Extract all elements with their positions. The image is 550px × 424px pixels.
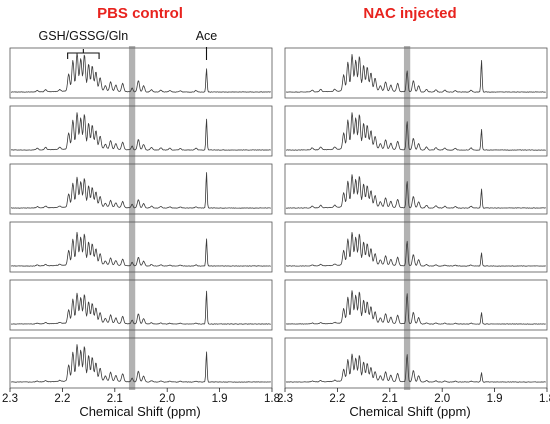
spectrum-trace bbox=[286, 112, 546, 151]
x-tick-label: 1.9 bbox=[487, 393, 503, 405]
spectrum-frame bbox=[9, 279, 273, 331]
annotation-bracket bbox=[67, 49, 100, 59]
spectrum-trace bbox=[285, 290, 546, 325]
highlight-band bbox=[403, 46, 411, 390]
x-axis-title-left: Chemical Shift (ppm) bbox=[79, 404, 200, 419]
spectrum-frame bbox=[284, 163, 548, 215]
x-tick-label: 1.8 bbox=[264, 393, 280, 405]
spectrum-frame bbox=[284, 47, 548, 99]
x-tick-label: 2.2 bbox=[54, 393, 70, 405]
x-tick-label: 2.1 bbox=[382, 393, 398, 405]
x-tick-label: 2.2 bbox=[329, 393, 345, 405]
x-tick-label: 2.3 bbox=[277, 393, 293, 405]
spectrum-frame bbox=[284, 221, 548, 273]
annotation-label: Ace bbox=[196, 29, 218, 43]
spectrum-frame bbox=[284, 337, 548, 389]
spectrum-trace bbox=[10, 172, 271, 209]
x-axis-title-right: Chemical Shift (ppm) bbox=[349, 404, 470, 419]
x-tick-label: 1.9 bbox=[212, 393, 228, 405]
spectrum-frame bbox=[9, 105, 273, 157]
x-tick-label: 1.8 bbox=[539, 393, 550, 405]
highlight-band bbox=[128, 46, 136, 390]
spectrum-trace bbox=[10, 112, 271, 151]
spectrum-trace bbox=[10, 231, 271, 267]
annotation-label: GSH/GSSG/Gln bbox=[39, 29, 129, 43]
spectrum-trace bbox=[285, 54, 546, 93]
spectrum-frame bbox=[9, 163, 273, 215]
spectrum-trace bbox=[10, 344, 271, 383]
x-tick-label: 2.1 bbox=[107, 393, 123, 405]
spectrum-frame bbox=[284, 279, 548, 331]
spectrum-trace bbox=[285, 174, 546, 209]
panel-nac-injected: NAC injected 2.3 2.2 2.1 2.0 1.9 1.8 bbox=[277, 5, 550, 405]
spectrum-trace bbox=[285, 231, 546, 267]
spectrum-trace bbox=[10, 290, 271, 325]
spectrum-frame bbox=[284, 105, 548, 157]
x-tick-label: 2.0 bbox=[159, 393, 175, 405]
spectrum-frame bbox=[9, 337, 273, 389]
panel-pbs-control: PBS control 2.3 2.2 2.1 2.0 1.9 1.8 GSH/GSSG/G… bbox=[2, 5, 280, 405]
panel-title-nac-injected: NAC injected bbox=[363, 5, 456, 22]
spectrum-trace bbox=[10, 52, 271, 93]
x-tick-label: 2.0 bbox=[434, 393, 450, 405]
panel-title-pbs-control: PBS control bbox=[97, 5, 183, 22]
spectrum-frame bbox=[9, 221, 273, 273]
x-tick-label: 2.3 bbox=[2, 393, 18, 405]
spectrum-trace bbox=[285, 353, 546, 383]
spectrum-frame bbox=[9, 47, 273, 99]
